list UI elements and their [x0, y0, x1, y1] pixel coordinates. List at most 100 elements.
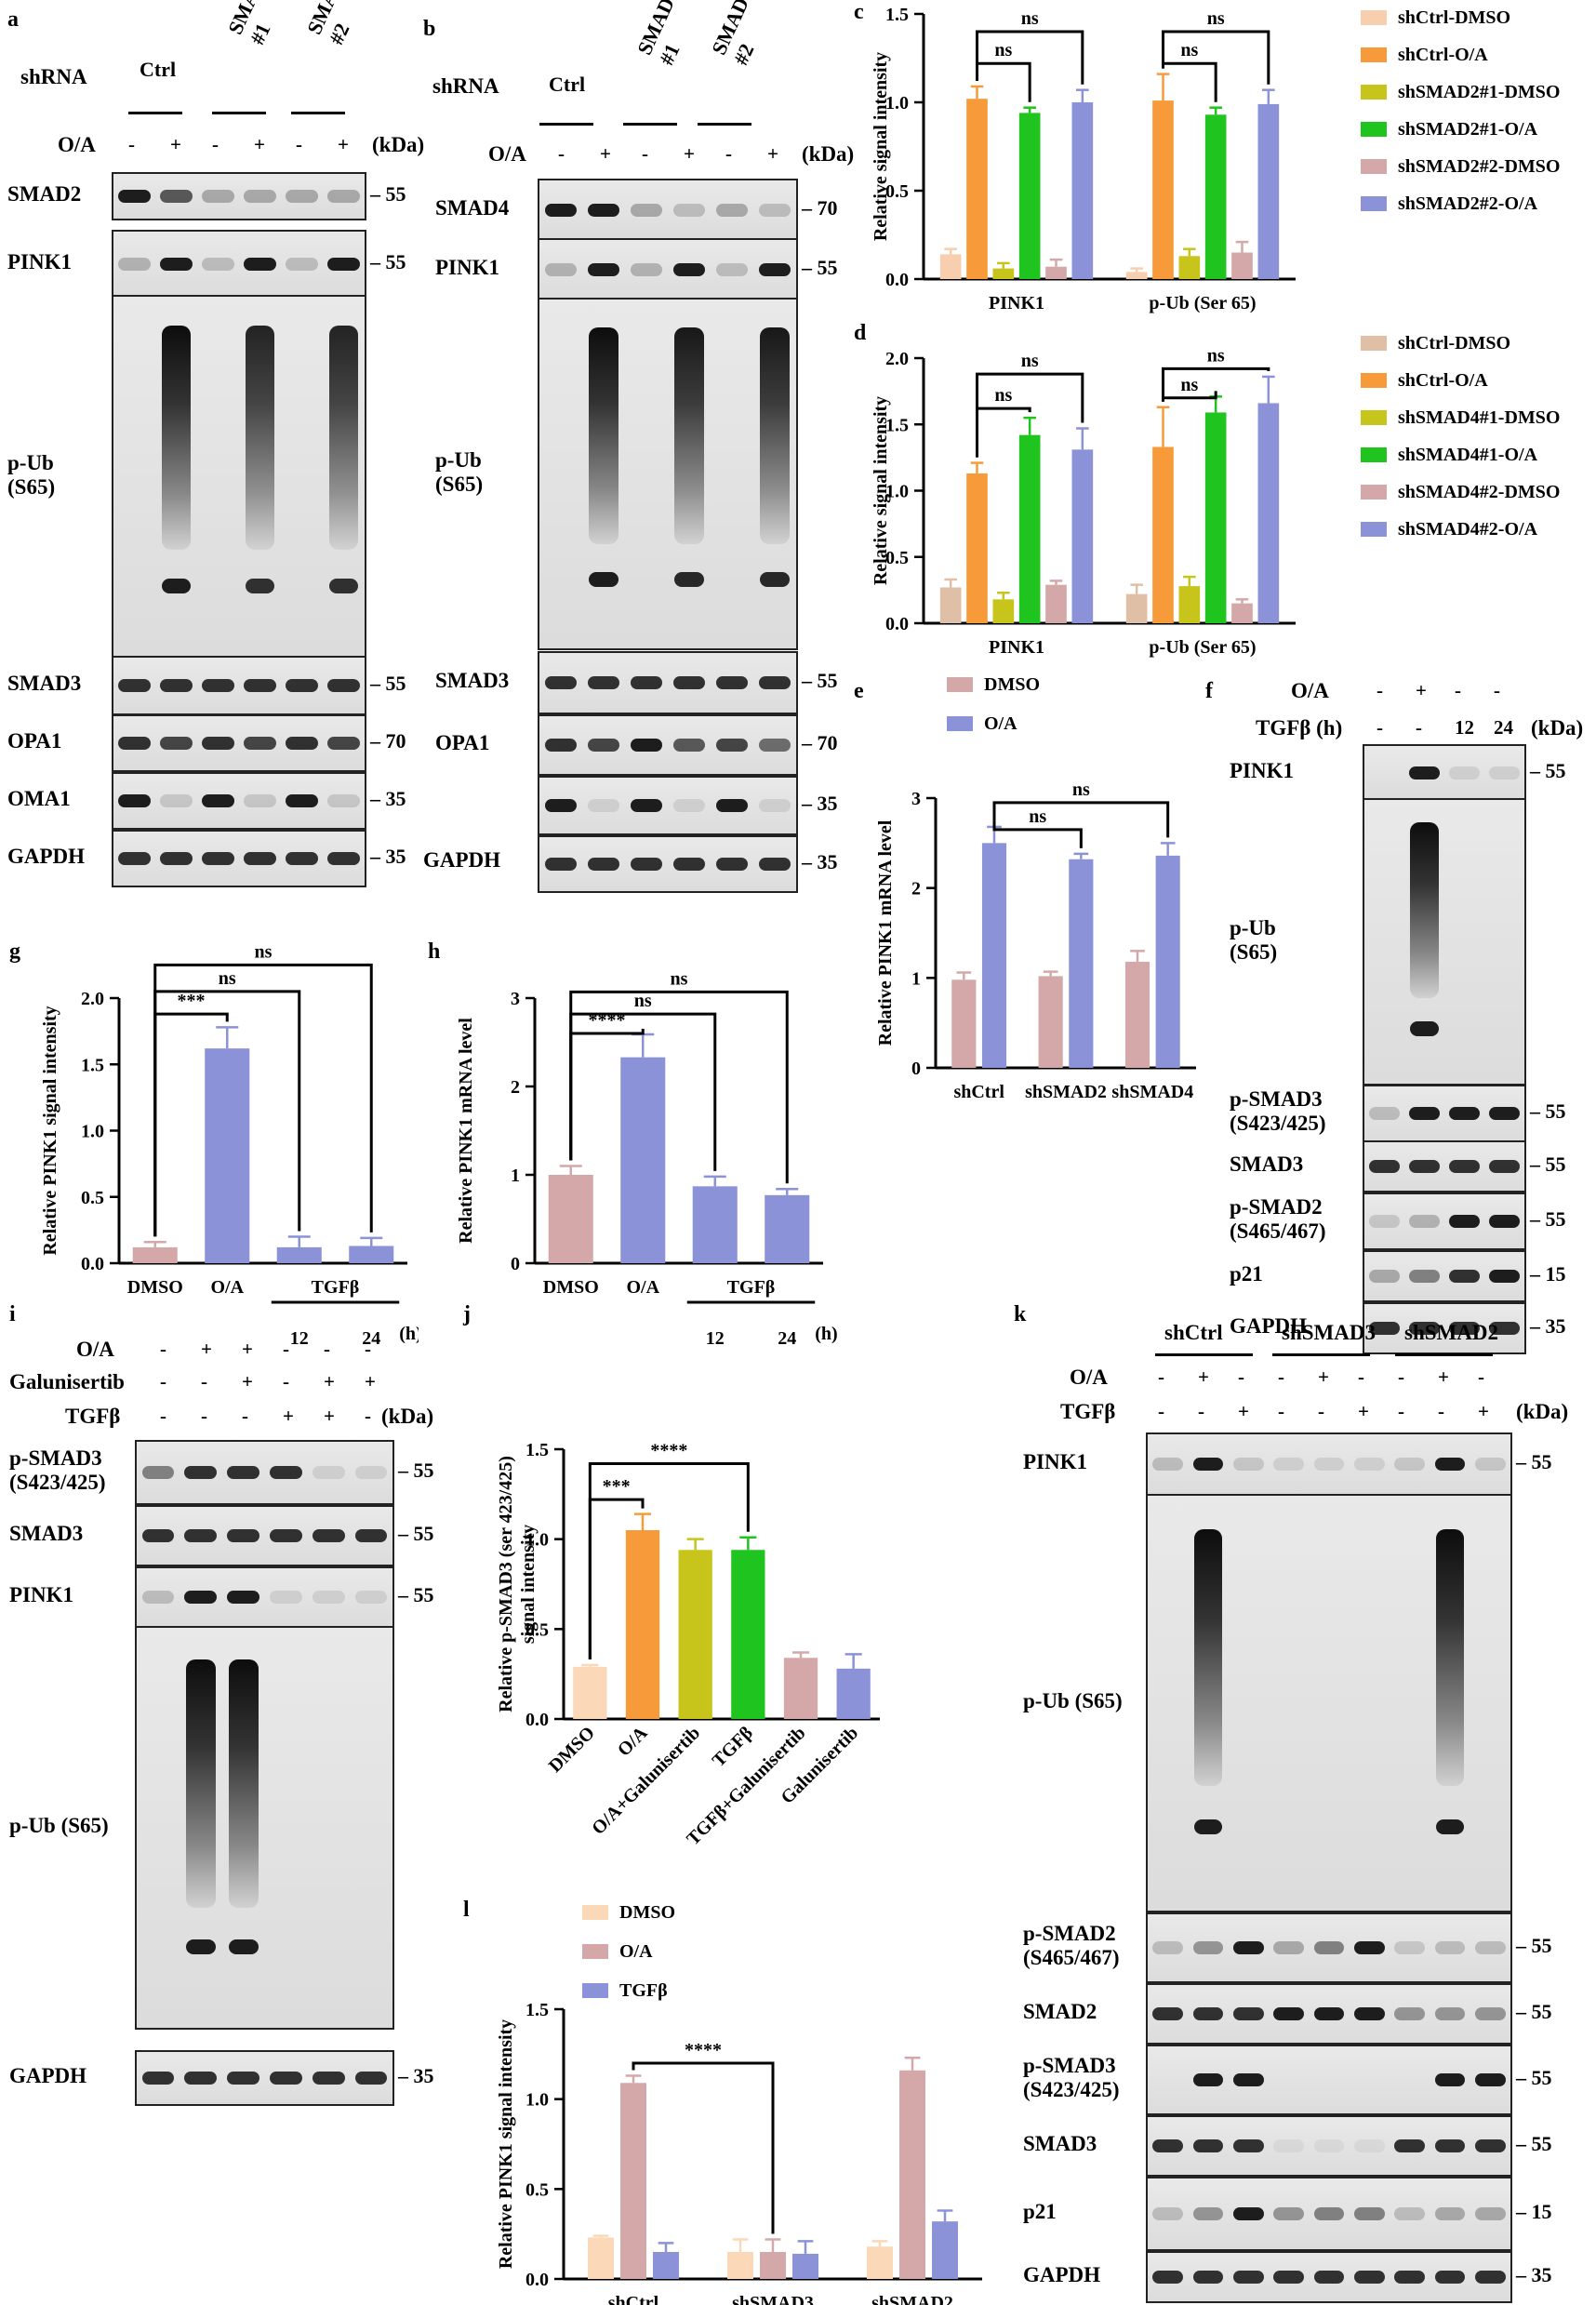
band [1474, 1458, 1506, 1471]
blot-label-psmad2: p-SMAD2 (S465/467) [1230, 1195, 1326, 1243]
band [202, 258, 234, 271]
oa-sign: + [1438, 1366, 1449, 1388]
blot-label-pink1: PINK1 [435, 256, 499, 279]
treatment-sign: - [324, 1338, 330, 1360]
mw-marker-gapdh: – 35 [1530, 1314, 1566, 1338]
bar [783, 1658, 818, 1719]
band [118, 852, 151, 865]
band [286, 794, 318, 807]
band [1192, 2139, 1224, 2152]
x-tick-label: shCtrl [953, 1082, 1004, 1102]
significance-label: ns [219, 968, 236, 989]
mw-marker-psmad3: – 55 [1530, 1099, 1566, 1123]
band [1232, 2073, 1264, 2086]
bar [1257, 403, 1280, 623]
blot-label-pink1: PINK1 [7, 250, 72, 273]
oa-label: O/A [1070, 1366, 1108, 1389]
band [544, 858, 578, 871]
legend-swatch [1361, 196, 1387, 211]
bar-chart-c: 0.0 0.5 1.0 1.5 Relative signal intensity PIN… [871, 5, 1560, 313]
band [1474, 2073, 1506, 2086]
blot-label-smad4: SMAD4 [435, 196, 510, 220]
band [1489, 1160, 1520, 1173]
band [587, 676, 620, 689]
band [244, 737, 276, 750]
band [715, 739, 749, 752]
bar [132, 1246, 178, 1263]
band [1449, 1215, 1480, 1228]
mw-marker-pink1: – 55 [398, 1583, 434, 1606]
band [286, 852, 318, 865]
blot-gapdh [135, 2050, 394, 2106]
blot-gapdh [112, 830, 366, 887]
band [118, 679, 151, 692]
band [244, 679, 276, 692]
band [758, 204, 791, 217]
band [1353, 2007, 1385, 2020]
band [118, 258, 151, 271]
band [1474, 2207, 1506, 2220]
panel-letter-a: a [7, 7, 19, 32]
group-label: TGFβ [727, 1277, 776, 1298]
mw-marker-psmad3: – 55 [398, 1459, 434, 1482]
band [202, 852, 234, 865]
band [1409, 1107, 1440, 1120]
bar [349, 1246, 394, 1263]
band [327, 679, 360, 692]
band [1353, 1458, 1385, 1471]
band [327, 794, 360, 807]
oa-sign: - [1278, 1366, 1284, 1388]
significance-bracket [1162, 366, 1270, 402]
oa-sign: + [684, 142, 695, 165]
panel-letter-l: l [463, 1898, 470, 1922]
tgfb-sign: + [1238, 1400, 1249, 1422]
significance-label: ns [1207, 345, 1225, 366]
blot-label-smad3: SMAD3 [435, 669, 510, 692]
band [672, 263, 706, 276]
treatment-sign: - [365, 1338, 371, 1360]
mw-marker-oma1: – 35 [370, 787, 406, 810]
blot-pink1 [538, 238, 798, 301]
band [1192, 1458, 1224, 1471]
treatment-label: O/A [76, 1338, 114, 1361]
band [758, 858, 791, 871]
legend-swatch [1361, 159, 1387, 174]
legend-swatch [1361, 85, 1387, 100]
oa-label: O/A [488, 142, 526, 166]
band [1353, 1941, 1385, 1954]
legend-label: O/A [619, 1941, 653, 1962]
band [758, 739, 791, 752]
blot-label-pub: p-Ub (S65) [1230, 915, 1278, 964]
band [1449, 766, 1480, 779]
x-tick-label: TGFβ [709, 1723, 757, 1771]
band [1434, 2271, 1466, 2284]
legend-swatch [947, 677, 973, 692]
group-label: Ctrl [140, 58, 177, 81]
mw-marker-smad2: – 55 [370, 182, 406, 206]
shrna-label: shRNA [20, 65, 87, 88]
legend-swatch [1361, 47, 1387, 62]
bar [1257, 103, 1280, 280]
y-tick-label: 0.5 [81, 1188, 104, 1208]
blot-label-smad2: SMAD2 [1023, 2000, 1097, 2023]
treatment-sign: - [201, 1370, 207, 1392]
blot-label-smad3: SMAD3 [9, 1522, 84, 1545]
significance-label: ns [1072, 779, 1090, 800]
mw-marker-smad3: – 55 [1530, 1152, 1566, 1176]
smear [1193, 1528, 1223, 1787]
mw-marker-psmad3: – 55 [1516, 2066, 1552, 2089]
blot-label-opa1: OPA1 [7, 729, 62, 753]
band [1313, 2271, 1345, 2284]
band [1192, 1941, 1224, 1954]
band [587, 799, 620, 812]
oa-sign: - [1494, 679, 1500, 701]
mw-marker-psmad2: – 55 [1516, 1934, 1552, 1957]
y-axis-label: Relative signal intensity [871, 52, 891, 241]
band [1152, 1458, 1184, 1471]
band [672, 204, 706, 217]
band [1369, 1107, 1400, 1120]
kda-label: (kDa) [1516, 1400, 1569, 1423]
band [1434, 2073, 1466, 2086]
band [1474, 2271, 1506, 2284]
